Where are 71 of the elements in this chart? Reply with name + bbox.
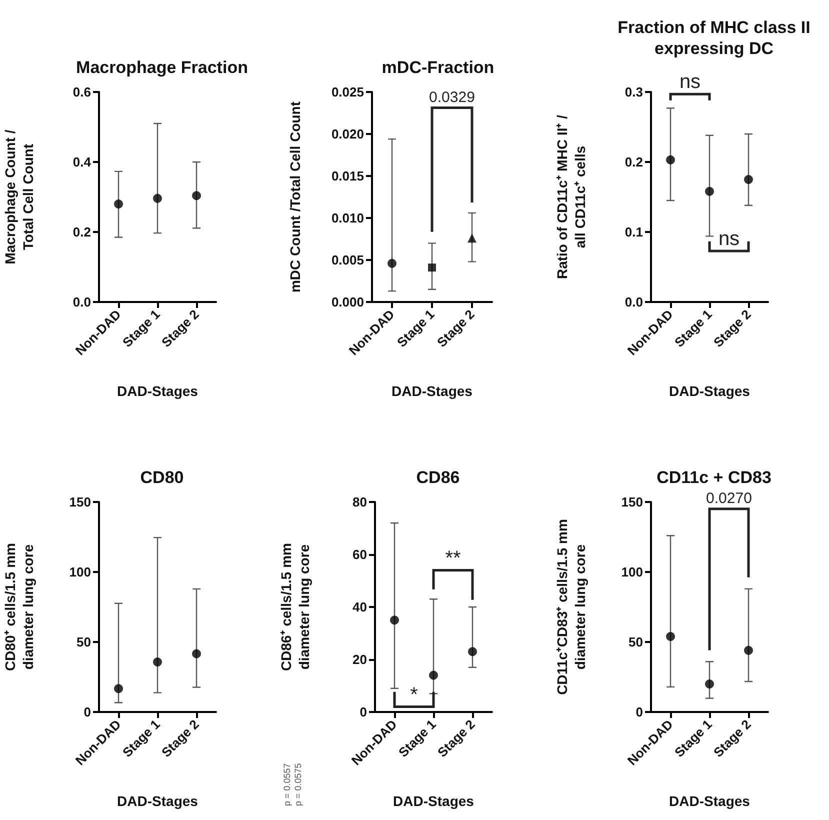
y-tick-label: 100 — [69, 564, 91, 580]
chart-title: CD80 — [140, 468, 184, 487]
y-axis-title: Ratio of CD11c⁺ MHC II⁺ / all CD11c⁺ cells — [554, 114, 588, 280]
y-tick-label: 0.4 — [72, 154, 92, 170]
x-axis-title: DAD-Stages — [669, 383, 750, 399]
point — [390, 616, 399, 625]
annotation: ** — [445, 547, 461, 570]
chart-title: CD86 — [416, 468, 460, 487]
y-axis-title: CD86⁺ cells/1.5 mm diameter lung core — [278, 543, 312, 671]
text: p = 0.0575 — [293, 763, 303, 806]
x-axis-title: DAD-Stages — [669, 793, 750, 809]
y-tick-label: 0.1 — [624, 224, 643, 240]
y-tick-label: 50 — [628, 634, 643, 650]
y-tick-label: 150 — [621, 494, 643, 510]
chart-title: mDC-Fraction — [382, 58, 494, 77]
point — [666, 632, 675, 642]
point — [744, 175, 753, 184]
y-tick-label: 40 — [352, 600, 367, 614]
y-axis-title: CD80⁺ cells/1.5 mm diameter lung core — [2, 543, 36, 671]
annotation: * — [410, 684, 418, 706]
point — [388, 258, 396, 268]
y-tick-label: 0.3 — [624, 84, 643, 100]
point — [705, 680, 714, 688]
y-axis-title: CD11c⁺CD83⁺ cells/1.5 mm diameter lung core — [554, 519, 588, 695]
point — [192, 191, 201, 200]
y-axis-title: Macrophage Count / Total Cell Count — [2, 130, 36, 264]
point — [705, 186, 714, 196]
point — [192, 649, 201, 658]
y-tick-label: 0.0 — [624, 294, 643, 310]
y-axis-title: mDC Count /Total Cell Count — [287, 101, 303, 293]
point — [428, 264, 436, 272]
y-tick-label: 0.015 — [331, 168, 364, 184]
y-tick-label: 60 — [352, 547, 367, 562]
y-tick-label: 80 — [352, 494, 367, 510]
y-tick-label: 150 — [69, 494, 91, 510]
x-axis-title: DAD-Stages — [392, 383, 473, 399]
y-tick-label: 20 — [352, 652, 367, 667]
y-tick-label: 0 — [360, 704, 367, 720]
y-tick-label: 0.0 — [72, 294, 91, 310]
point — [429, 670, 438, 680]
annotation: ns — [679, 71, 701, 94]
point — [468, 234, 476, 243]
y-tick-label: 0.6 — [72, 84, 91, 100]
y-tick-label: 0.2 — [72, 224, 91, 240]
y-tick-label: 0.2 — [624, 154, 643, 170]
y-tick-label: 0 — [636, 704, 643, 720]
x-axis-title: DAD-Stages — [117, 793, 198, 809]
chart-title: Macrophage Fraction — [76, 58, 248, 77]
point — [114, 684, 123, 694]
point — [114, 200, 123, 208]
point — [153, 658, 162, 667]
point — [744, 646, 753, 655]
y-tick-label: 100 — [621, 564, 643, 580]
y-tick-label: 0.025 — [331, 84, 364, 100]
annotation: 0.0329 — [429, 88, 475, 106]
x-axis-title: DAD-Stages — [117, 383, 198, 399]
text: p = 0.0557 — [282, 763, 292, 806]
chart-title: CD11c + CD83 — [656, 468, 772, 487]
point — [468, 647, 477, 656]
y-tick-label: 50 — [76, 634, 91, 650]
y-tick-label: 0.000 — [331, 294, 364, 310]
y-tick-label: 0 — [84, 704, 91, 720]
x-axis-title: DAD-Stages — [393, 793, 474, 809]
chart-title: Fraction of MHC class II expressing DC — [618, 18, 810, 58]
y-tick-label: 0.005 — [331, 252, 364, 268]
y-tick-label: 0.020 — [331, 126, 364, 142]
y-tick-label: 0.010 — [331, 210, 364, 226]
annotation: 0.0270 — [706, 490, 752, 507]
point — [666, 155, 675, 164]
point — [153, 194, 162, 203]
annotation: ns — [718, 228, 740, 250]
